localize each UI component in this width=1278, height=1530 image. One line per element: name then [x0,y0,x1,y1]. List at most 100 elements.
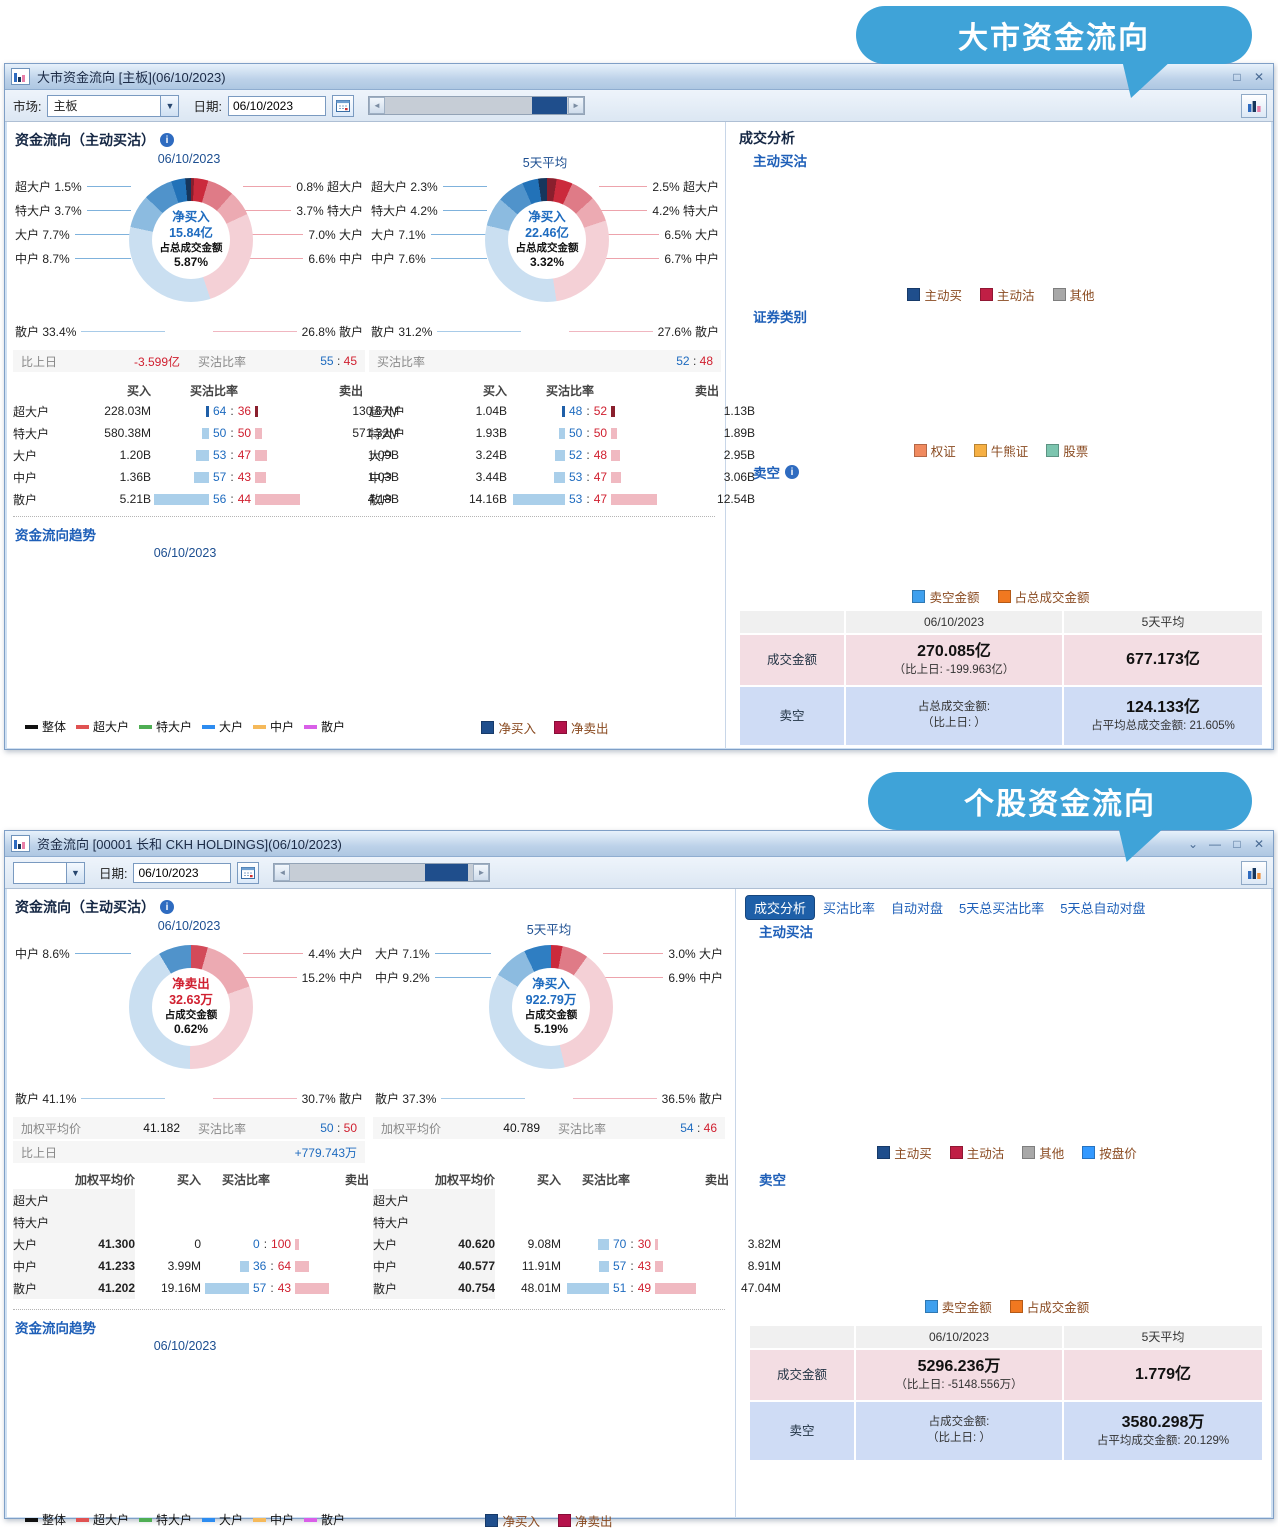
donut-title: 06/10/2023 [157,152,221,166]
donut-label: 特大户 3.7% [15,198,131,222]
legend-item: 其他 [1022,1143,1064,1162]
pct-label: 占总成交金额 [159,241,223,254]
donut-today: 06/10/2023 中户 8.6% 4.4% 大户 15.2% 中户 净卖出 3… [13,919,365,1111]
scrollbar-thumb[interactable] [532,97,567,114]
donut-label: 中户 9.2% [375,965,491,989]
donut-title: 06/10/2023 [157,919,221,933]
chevron-down-icon[interactable]: ▼ [160,95,179,116]
close-button[interactable] [1251,70,1267,84]
chart-style-button[interactable] [1241,94,1267,118]
window2-titlebar[interactable]: 资金流向 [00001 长和 CKH HOLDINGS](06/10/2023) [5,831,1273,857]
scrollbar-thumb[interactable] [424,864,468,881]
window2-toolbar: ▼ 日期: ◄ ► [5,857,1273,889]
window-stock-flow: 资金流向 [00001 长和 CKH HOLDINGS](06/10/2023)… [4,830,1274,1529]
date-input[interactable] [133,862,232,883]
tab[interactable]: 买沽比率 [823,901,876,916]
legend-item: 整体 [24,718,66,735]
info-icon[interactable] [160,133,174,147]
summary-row-turnover: 成交金额 270.085亿 （比上日: -199.963亿） 677.173亿 [739,634,1263,686]
table-row: 特大户 [13,1211,369,1233]
tab[interactable]: 5天总买沽比率 [959,901,1045,916]
donut-label: 散户 41.1% [15,1090,165,1107]
stock-code-select[interactable]: ▼ [13,861,85,884]
window1-title: 大市资金流向 [主板](06/10/2023) [37,70,226,85]
app-chart-icon [11,835,30,852]
intraday-trend-chart: 06/10/2023 [9,1339,361,1357]
tab[interactable]: 成交分析 [745,895,816,920]
donut-label: 超大户 1.5% [15,174,131,198]
buysell-legend: 主动买 主动沽 其他 按盘价 [747,1143,1267,1162]
calendar-icon[interactable] [331,94,354,117]
donut-label: 散户 31.2% [371,323,521,340]
donut-label: 26.8% 散户 [213,323,363,340]
legend-item: 主动买 [907,285,962,304]
app-chart-icon [11,68,30,85]
donut-chart: 净卖出 32.63万 占成交金额 0.62% [129,945,253,1069]
pct-value: 5.87% [173,254,209,269]
label-short-selling: 卖空 [753,462,799,482]
donut-label: 超大户 2.3% [371,174,487,198]
divider [13,516,715,517]
table-row: 散户 5.21B 56:44 4.18B [13,492,400,507]
donut-title: 5天平均 [526,923,572,937]
label-active-buysell: 主动买沽 [759,925,813,940]
net-direction: 净卖出 [172,977,210,992]
maximize-button[interactable] [1229,837,1245,851]
donut-buy-labels: 超大户 2.3% 特大户 4.2% 大户 7.1% 中户 7.6% [371,174,487,270]
scroll-left-icon[interactable]: ◄ [274,864,291,881]
donut-label: 15.2% 中户 [243,965,363,989]
section-trend: 资金流向趋势 [15,1321,96,1336]
callout-stock-flow: 个股资金流向 [868,772,1252,830]
window1-titlebar[interactable]: 大市资金流向 [主板](06/10/2023) [5,64,1273,90]
table-row: 中户 1.36B 57:43 1.03B [13,470,400,485]
breakdown-table-today: 买入 买沽比率 卖出 超大户 228.03M 64:36 130.67M 特大户 [13,380,400,510]
window1-content: 资金流向（主动买沽） 06/10/2023 超大户 1.5%特大户 3.7%大户… [7,122,1271,748]
stats-vs-yesterday: 比上日 -3.599亿 买沽比率 55 : 45 [13,350,365,372]
stats-vs-yesterday: 比上日 +779.743万 [13,1141,365,1163]
table-header: 买入 买沽比率 卖出 [126,383,363,398]
donut-label: 27.6% 散户 [569,323,719,340]
calendar-icon[interactable] [237,861,260,884]
legend-item: 占成交金额 [1009,1297,1089,1316]
scroll-right-icon[interactable]: ► [567,97,584,114]
tab[interactable]: 5天总自动对盘 [1060,901,1146,916]
label-active-buysell: 主动买沽 [753,154,807,169]
maximize-button[interactable] [1229,70,1245,84]
market-select[interactable]: 主板 ▼ [47,94,180,117]
donut-label: 4.4% 大户 [243,941,363,965]
donut-label: 特大户 4.2% [371,198,487,222]
table-row: 中户 3.44B 53:47 3.06B [369,470,756,485]
scroll-right-icon[interactable]: ► [473,864,490,881]
legend-item: 主动沽 [949,1143,1004,1162]
shade-button[interactable] [1185,837,1201,851]
table-row: 超大户 [373,1189,729,1211]
info-icon[interactable] [160,900,174,914]
legend-item: 卖空金额 [924,1297,992,1316]
breakdown-table-today: 加权平均价 买入 买沽比率 卖出 超大户 特大户 [13,1169,421,1299]
donut-label: 6.7% 中户 [599,246,719,270]
date-scrollbar[interactable]: ◄ ► [273,863,491,882]
scroll-left-icon[interactable]: ◄ [368,97,385,114]
trend-legend: 整体 超大户 特大户 大户 中户 散户 [9,718,361,735]
window2-content: 资金流向（主动买沽） 06/10/2023 中户 8.6% 4.4% 大户15.… [7,889,1271,1529]
tab[interactable]: 自动对盘 [891,901,944,916]
legend-item: 散户 [304,1511,345,1528]
donut-buy-labels: 超大户 1.5% 特大户 3.7% 大户 7.7% 中户 8.7% [15,174,131,270]
chart-style-button[interactable] [1241,861,1267,885]
window2-left-panel: 资金流向（主动买沽） 06/10/2023 中户 8.6% 4.4% 大户15.… [7,889,781,1529]
legend-item: 占总成交金额 [997,587,1090,606]
close-button[interactable] [1251,837,1267,851]
pct-label: 占总成交金额 [515,241,579,254]
donut-label: 6.9% 中户 [603,965,723,989]
table-row: 大户 41.300 0 0:100 2.06M [13,1233,421,1255]
date-input[interactable] [227,95,326,116]
window-market-flow: 大市资金流向 [主板](06/10/2023) 市场: 主板 ▼ 日期: ◄ ► [4,63,1274,750]
section-turnover-analysis: 成交分析 [739,130,795,146]
date-scrollbar[interactable]: ◄ ► [367,96,585,115]
donut-title: 5天平均 [522,156,568,170]
chevron-down-icon[interactable]: ▼ [66,862,84,883]
minimize-button[interactable] [1207,837,1223,851]
window2-title: 资金流向 [00001 长和 CKH HOLDINGS](06/10/2023) [37,837,342,852]
sectype-legend: 权证 牛熊证 股票 [741,441,1261,460]
info-icon[interactable] [785,465,799,479]
